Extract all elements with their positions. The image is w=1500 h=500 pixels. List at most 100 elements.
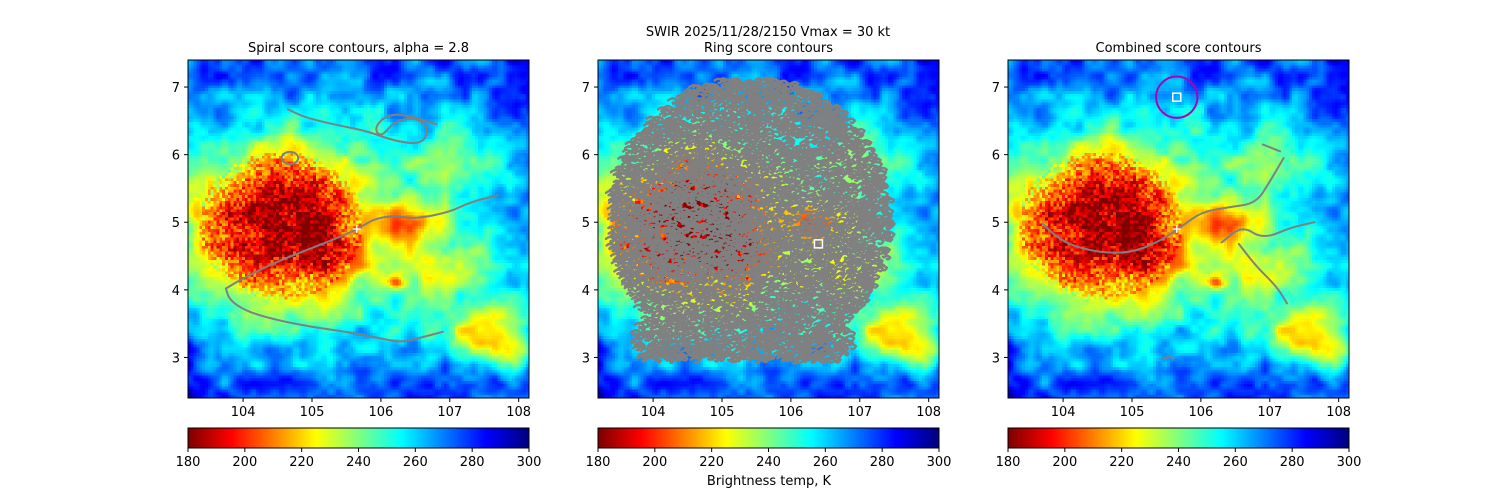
score-contour-line	[286, 108, 437, 145]
ring-contour-segment	[785, 219, 795, 226]
ring-contour-segment	[879, 183, 890, 190]
ring-contour-segment	[737, 333, 747, 340]
ring-contour-segment	[738, 284, 747, 291]
ring-contour-segment	[684, 156, 693, 163]
ring-contour-segment	[674, 100, 685, 107]
ring-contour-segment	[809, 311, 818, 317]
panels: Spiral score contours, alpha = 2.8 104 105…	[172, 41, 1362, 470]
ring-contour-segment	[806, 103, 817, 110]
ring-contour-segment	[782, 102, 794, 110]
ring-contour-segment	[666, 287, 678, 295]
ring-contour-segment	[882, 212, 894, 220]
ring-contour-segment	[680, 92, 691, 99]
ring-contour-segment	[694, 224, 704, 230]
ring-contour-segment	[692, 212, 704, 220]
ring-contour-segment	[682, 347, 692, 354]
ring-contour-segment	[882, 254, 892, 261]
ring-contour-segment	[621, 148, 631, 155]
ring-contour-segment	[622, 261, 633, 269]
ring-contour-segment	[614, 179, 628, 188]
ring-contour-segment	[835, 346, 846, 353]
ring-contour-segment	[792, 356, 805, 364]
ring-contour-segment	[869, 204, 881, 211]
x-tick-label: 106	[1188, 405, 1213, 420]
ring-contour-segment	[669, 178, 681, 185]
ring-contour-segment	[839, 299, 849, 306]
ring-contour-segment	[691, 295, 702, 302]
colorbar: 180 200 220 240 260 280 300	[586, 427, 951, 470]
ring-contour-segment	[730, 336, 743, 345]
ring-contour-segment	[784, 157, 795, 165]
colorbar-tick-label: 300	[517, 455, 542, 470]
ring-contour-segment	[870, 273, 881, 281]
ring-contour-segment	[737, 180, 748, 188]
ring-contour-segment	[719, 287, 729, 295]
ring-contour-segment	[840, 231, 849, 238]
ring-contour-segment	[689, 356, 702, 364]
ring-contour-segment	[881, 248, 891, 255]
ring-contour-segment	[656, 277, 666, 284]
ring-contour-segment	[866, 276, 877, 283]
ring-contour-segment	[769, 271, 780, 278]
ring-contour-segment	[629, 156, 639, 163]
colorbar-tick-label: 220	[289, 455, 314, 470]
y-tick-label: 6	[172, 149, 180, 164]
ring-contour-segment	[623, 285, 634, 292]
ring-contour-segment	[844, 307, 857, 315]
ring-contour-segment	[846, 117, 857, 125]
y-tick-label: 4	[992, 284, 1000, 299]
colorbar-tick-label: 180	[176, 455, 201, 470]
ring-contour-segment	[736, 246, 746, 252]
ring-contour-segment	[844, 279, 854, 285]
score-contour-line	[1220, 221, 1316, 244]
score-contour-line	[1261, 143, 1282, 153]
ring-contour-segment	[688, 326, 699, 334]
y-tick-label: 3	[582, 351, 590, 366]
ring-contour-segment	[799, 251, 811, 258]
ring-contour-segment	[756, 247, 766, 254]
ring-contour-segment	[788, 116, 800, 123]
x-tick-label: 105	[1120, 405, 1145, 420]
colorbar-tick-label: 260	[403, 455, 428, 470]
colorbar-tick-label: 220	[1109, 455, 1134, 470]
ring-contour-segment	[683, 195, 697, 204]
x-tick-label: 108	[506, 405, 531, 420]
ring-contour-segment	[637, 220, 650, 229]
ring-contour-segment	[674, 297, 683, 303]
y-tick-label: 5	[172, 216, 180, 231]
ring-contour-segment	[783, 330, 796, 338]
ring-contour-segment	[770, 314, 780, 321]
score-contour-line	[224, 287, 444, 343]
x-tick-label: 106	[778, 405, 803, 420]
ring-contour-segment	[790, 131, 803, 139]
ring-contour-segment	[774, 109, 783, 115]
ring-contour-segment	[765, 168, 776, 175]
ring-contour-segment	[793, 296, 803, 303]
ring-contour-segment	[848, 306, 860, 314]
ring-contour-segment	[698, 164, 708, 171]
colorbar-tick-label: 240	[756, 455, 781, 470]
ring-contour-segment	[618, 259, 627, 265]
ring-contour-segment	[655, 137, 666, 145]
ring-contour-segment	[651, 288, 662, 296]
ring-contour-segment	[778, 267, 787, 273]
ring-contour-segment	[849, 247, 862, 256]
score-contour-line	[224, 194, 499, 290]
ring-contour-segment	[859, 233, 871, 241]
ring-contour-segment	[834, 247, 846, 255]
ring-contour-segment	[641, 152, 654, 160]
ring-contour-segment	[705, 102, 715, 108]
x-tick-label: 105	[300, 405, 325, 420]
ring-contour-segment	[845, 342, 858, 351]
ring-contour-segment	[682, 110, 692, 117]
colorbar-tick-label: 300	[1337, 455, 1362, 470]
ring-contour-segment	[708, 139, 719, 147]
x-tick-label: 107	[1257, 405, 1282, 420]
ring-contour-segment	[646, 275, 660, 283]
ring-contour-segment	[769, 159, 779, 167]
ring-contour-segment	[742, 354, 753, 361]
ring-contour-segment	[665, 133, 674, 139]
ring-contour-segment	[738, 109, 749, 116]
ring-contour-segment	[824, 235, 833, 242]
